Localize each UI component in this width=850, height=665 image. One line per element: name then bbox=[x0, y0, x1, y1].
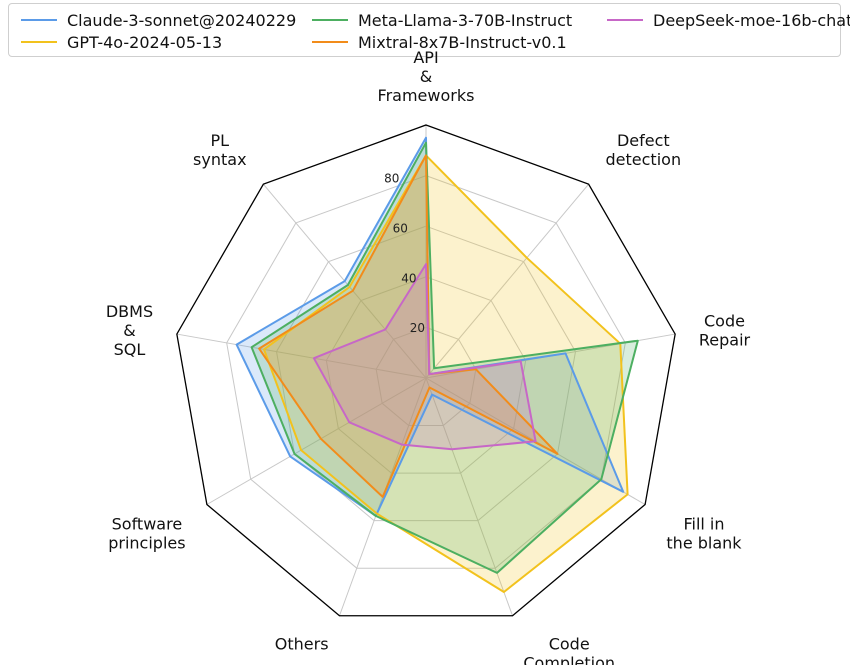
grid-spoke bbox=[206, 377, 427, 505]
category-label-line: Others bbox=[275, 635, 329, 654]
radial-tick-label: 40 bbox=[401, 271, 416, 285]
category-label: Code Completion bbox=[523, 635, 615, 665]
legend-item: Claude-3-sonnet@20240229 bbox=[21, 9, 296, 31]
category-label-line: Frameworks bbox=[378, 86, 475, 105]
grid-spoke bbox=[176, 333, 427, 379]
series-line bbox=[250, 141, 639, 574]
category-label-line: Code bbox=[549, 635, 590, 654]
category-label-line: & bbox=[123, 321, 135, 340]
legend-label: Claude-3-sonnet@20240229 bbox=[67, 10, 297, 30]
legend-item: Meta-Llama-3-70B-Instruct bbox=[312, 9, 572, 31]
category-label: DBMS & SQL bbox=[106, 302, 153, 359]
category-label: Software principles bbox=[108, 515, 185, 553]
radial-tick-label: 60 bbox=[393, 221, 408, 235]
category-label-line: DBMS bbox=[106, 302, 153, 321]
category-label-line: Code bbox=[704, 312, 745, 331]
legend-swatch bbox=[312, 41, 348, 43]
category-label-line: syntax bbox=[193, 150, 247, 169]
category-label: Code Repair bbox=[699, 312, 751, 350]
radar-frame bbox=[176, 124, 676, 617]
category-label: PL syntax bbox=[193, 131, 247, 169]
radial-tick-label: 80 bbox=[384, 172, 399, 186]
series-area bbox=[313, 264, 536, 450]
category-label: API & Frameworks bbox=[378, 48, 475, 105]
category-label-line: Defect bbox=[617, 131, 670, 150]
legend-label: GPT-4o-2024-05-13 bbox=[67, 32, 223, 52]
category-label-line: PL bbox=[211, 131, 230, 150]
grid-spoke bbox=[425, 183, 590, 379]
category-label-line: Completion bbox=[523, 654, 615, 665]
legend-swatch bbox=[21, 41, 57, 43]
category-label-line: Fill in bbox=[683, 515, 724, 534]
legend-swatch bbox=[21, 19, 57, 21]
legend-swatch bbox=[312, 19, 348, 21]
grid-spoke bbox=[425, 377, 514, 616]
grid-ring bbox=[325, 276, 527, 474]
radial-tick-label: 20 bbox=[410, 321, 425, 335]
legend: Claude-3-sonnet@20240229 GPT-4o-2024-05-… bbox=[8, 3, 850, 57]
category-label-line: principles bbox=[108, 534, 185, 553]
legend-item: GPT-4o-2024-05-13 bbox=[21, 31, 222, 53]
category-label-line: Repair bbox=[699, 331, 751, 350]
grid-ring bbox=[375, 326, 477, 427]
category-label: Others bbox=[275, 635, 329, 654]
category-label: Defect detection bbox=[606, 131, 682, 169]
legend-item: Mixtral-8x7B-Instruct-v0.1 bbox=[312, 31, 567, 53]
category-label-line: SQL bbox=[114, 340, 146, 359]
category-label-line: API bbox=[413, 48, 438, 67]
category-label: Fill in the blank bbox=[666, 515, 742, 553]
category-label-line: & bbox=[420, 67, 432, 86]
series-area bbox=[259, 155, 558, 497]
grid-ring bbox=[226, 175, 626, 569]
legend-label: Mixtral-8x7B-Instruct-v0.1 bbox=[358, 32, 567, 52]
series-area bbox=[264, 155, 628, 592]
category-label-line: Software bbox=[112, 515, 183, 534]
category-label-line: the blank bbox=[666, 534, 742, 553]
legend-item: DeepSeek-moe-16b-chat bbox=[607, 9, 850, 31]
legend-swatch bbox=[607, 19, 643, 21]
legend-label: DeepSeek-moe-16b-chat bbox=[653, 10, 850, 30]
legend-label: Meta-Llama-3-70B-Instruct bbox=[358, 10, 573, 30]
category-label-line: detection bbox=[606, 150, 682, 169]
series-line bbox=[312, 263, 537, 451]
